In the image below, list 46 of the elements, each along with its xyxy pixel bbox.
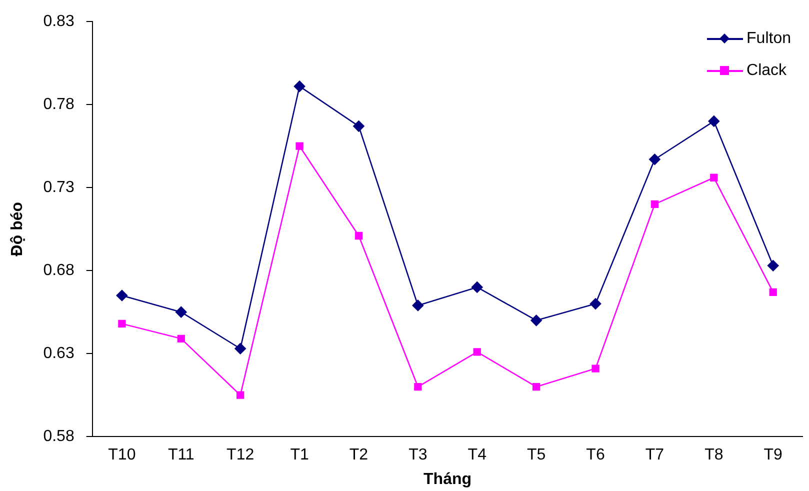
x-tick-label: T5 xyxy=(526,446,546,464)
point xyxy=(769,288,777,296)
x-tick-label: T9 xyxy=(764,446,783,464)
legend-label: Clack xyxy=(746,62,787,80)
point xyxy=(473,348,481,356)
x-tick-label: T3 xyxy=(408,446,428,464)
point xyxy=(414,382,422,391)
point xyxy=(649,154,660,166)
y-tick-label: 0.58 xyxy=(43,428,74,446)
x-tick-label: T2 xyxy=(349,446,368,464)
point xyxy=(590,298,602,310)
point xyxy=(177,334,185,342)
point xyxy=(592,364,600,372)
point xyxy=(175,306,187,318)
point xyxy=(710,174,718,182)
point xyxy=(530,314,542,326)
x-tick-label: T1 xyxy=(290,446,309,464)
y-tick-label: 0.68 xyxy=(43,262,74,280)
point xyxy=(650,200,659,208)
point xyxy=(532,382,540,391)
x-tick-label: T11 xyxy=(168,446,194,464)
point xyxy=(236,391,244,399)
legend-label: Fulton xyxy=(746,30,791,48)
x-tick-label: T10 xyxy=(108,446,136,464)
y-axis-title: Độ béo xyxy=(9,202,26,256)
y-tick-label: 0.73 xyxy=(43,179,74,196)
y-tick-label: 0.83 xyxy=(43,13,74,30)
point xyxy=(353,120,364,132)
point xyxy=(767,260,779,272)
x-tick-label: T12 xyxy=(226,446,254,464)
point xyxy=(118,320,126,328)
point xyxy=(234,342,246,354)
x-tick-label: T6 xyxy=(586,446,605,464)
x-tick-label: T4 xyxy=(468,446,487,464)
point xyxy=(708,116,720,127)
point xyxy=(296,142,304,150)
point xyxy=(294,80,306,92)
y-tick-label: 0.78 xyxy=(43,96,74,114)
point xyxy=(116,290,128,302)
point xyxy=(354,232,363,240)
x-axis-title: Tháng xyxy=(424,470,472,488)
y-tick-label: 0.63 xyxy=(43,345,74,362)
point xyxy=(471,282,483,293)
point xyxy=(412,300,424,312)
x-tick-label: T8 xyxy=(704,446,724,464)
x-tick-label: T7 xyxy=(645,446,664,464)
